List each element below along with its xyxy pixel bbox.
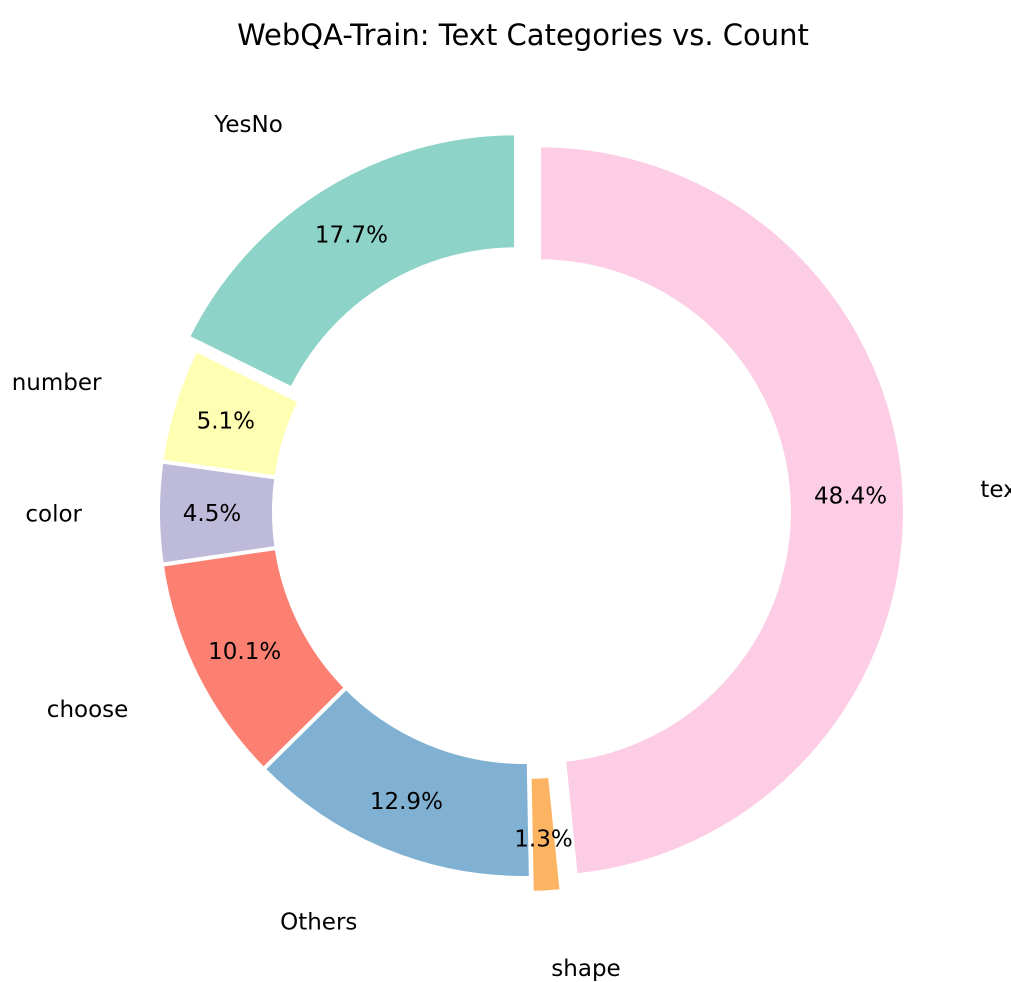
pct-color: 4.5% [183,501,241,527]
slice-text [536,143,907,878]
percentage-labels: 17.7% 5.1% 4.5% 10.1% 12.9% 1.3% 48.4% [183,222,887,852]
pct-number: 5.1% [197,408,255,434]
pct-text: 48.4% [814,484,887,510]
slice-yesno [185,131,519,391]
chart-title: WebQA-Train: Text Categories vs. Count [237,18,809,52]
label-color: color [25,501,82,527]
label-shape: shape [551,956,620,982]
category-labels: YesNo number color choose Others shape text [12,112,1011,982]
label-number: number [12,370,102,396]
pct-others: 12.9% [370,789,443,815]
pct-shape: 1.3% [514,826,572,852]
donut-slices [156,131,907,895]
pct-choose: 10.1% [208,639,281,665]
label-others: Others [280,909,357,935]
label-yesno: YesNo [213,112,282,138]
label-text: text [980,477,1011,503]
label-choose: choose [47,697,129,723]
pct-yesno: 17.7% [315,222,388,248]
slice-shape [527,773,564,895]
